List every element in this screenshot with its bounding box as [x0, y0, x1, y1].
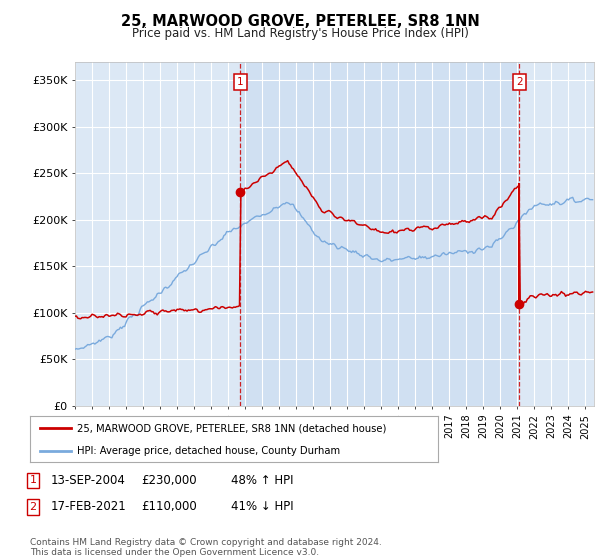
Text: £230,000: £230,000: [141, 474, 197, 487]
Text: 48% ↑ HPI: 48% ↑ HPI: [231, 474, 293, 487]
Text: HPI: Average price, detached house, County Durham: HPI: Average price, detached house, Coun…: [77, 446, 340, 456]
Text: Contains HM Land Registry data © Crown copyright and database right 2024.
This d: Contains HM Land Registry data © Crown c…: [30, 538, 382, 557]
Text: 17-FEB-2021: 17-FEB-2021: [51, 500, 127, 514]
Bar: [241, 62, 520, 406]
Text: £110,000: £110,000: [141, 500, 197, 514]
Text: 13-SEP-2004: 13-SEP-2004: [51, 474, 126, 487]
Text: 2: 2: [516, 77, 523, 87]
Text: 41% ↓ HPI: 41% ↓ HPI: [231, 500, 293, 514]
Text: Price paid vs. HM Land Registry's House Price Index (HPI): Price paid vs. HM Land Registry's House …: [131, 27, 469, 40]
Text: 2: 2: [29, 502, 37, 512]
Text: 25, MARWOOD GROVE, PETERLEE, SR8 1NN: 25, MARWOOD GROVE, PETERLEE, SR8 1NN: [121, 14, 479, 29]
Text: 1: 1: [29, 475, 37, 486]
Text: 1: 1: [237, 77, 244, 87]
Text: 25, MARWOOD GROVE, PETERLEE, SR8 1NN (detached house): 25, MARWOOD GROVE, PETERLEE, SR8 1NN (de…: [77, 423, 386, 433]
